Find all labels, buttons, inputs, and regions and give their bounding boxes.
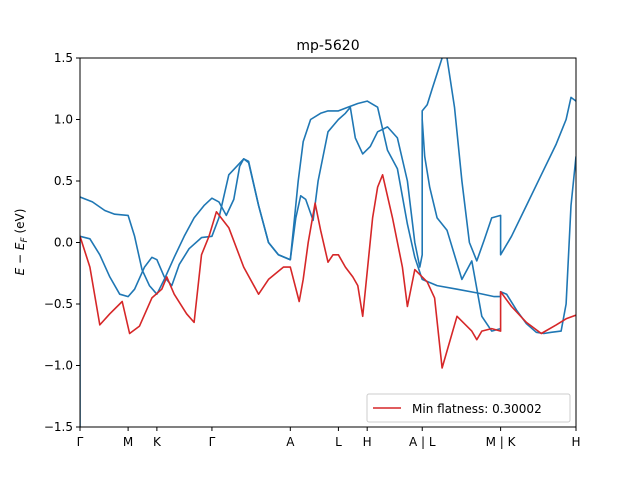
y-axis-label: E − EF (eV) xyxy=(13,209,30,276)
y-tick-label: −0.5 xyxy=(44,297,73,311)
series-layer xyxy=(80,58,576,427)
y-tick-label: −1.5 xyxy=(44,420,73,434)
band-line-0 xyxy=(80,100,576,335)
kpoint-label: Γ xyxy=(77,435,84,449)
kpoint-label: M | K xyxy=(486,435,517,449)
kpoint-label: M xyxy=(123,435,133,449)
y-tick-label: 0.0 xyxy=(54,236,73,250)
x-axis: Γ M K Γ A L H A | L M | K H xyxy=(77,427,581,449)
chart-title: mp-5620 xyxy=(296,38,359,54)
y-tick-label: 1.0 xyxy=(54,113,73,127)
legend-label: Min flatness: 0.30002 xyxy=(412,402,542,416)
y-axis: −1.5 −1.0 −0.5 0.0 0.5 1.0 1.5 xyxy=(44,51,80,434)
kpoint-label: H xyxy=(363,435,372,449)
kpoint-label: L xyxy=(335,435,342,449)
y-tick-label: 1.5 xyxy=(54,51,73,65)
legend-box xyxy=(366,393,571,423)
band-line-1 xyxy=(80,58,443,298)
y-tick-label: −1.0 xyxy=(44,359,73,373)
y-tick-label: 0.5 xyxy=(54,174,73,188)
band-line-4 xyxy=(421,119,501,332)
flat-band-line xyxy=(80,174,576,369)
kpoint-label: A | L xyxy=(409,435,436,449)
kpoint-label: A xyxy=(286,435,295,449)
kpoint-label: Γ xyxy=(209,435,216,449)
plot-frame xyxy=(79,57,577,428)
legend: Min flatness: 0.30002 xyxy=(366,393,571,423)
kpoint-label: H xyxy=(571,435,580,449)
band-line-3 xyxy=(446,58,576,262)
kpoint-label: K xyxy=(153,435,162,449)
